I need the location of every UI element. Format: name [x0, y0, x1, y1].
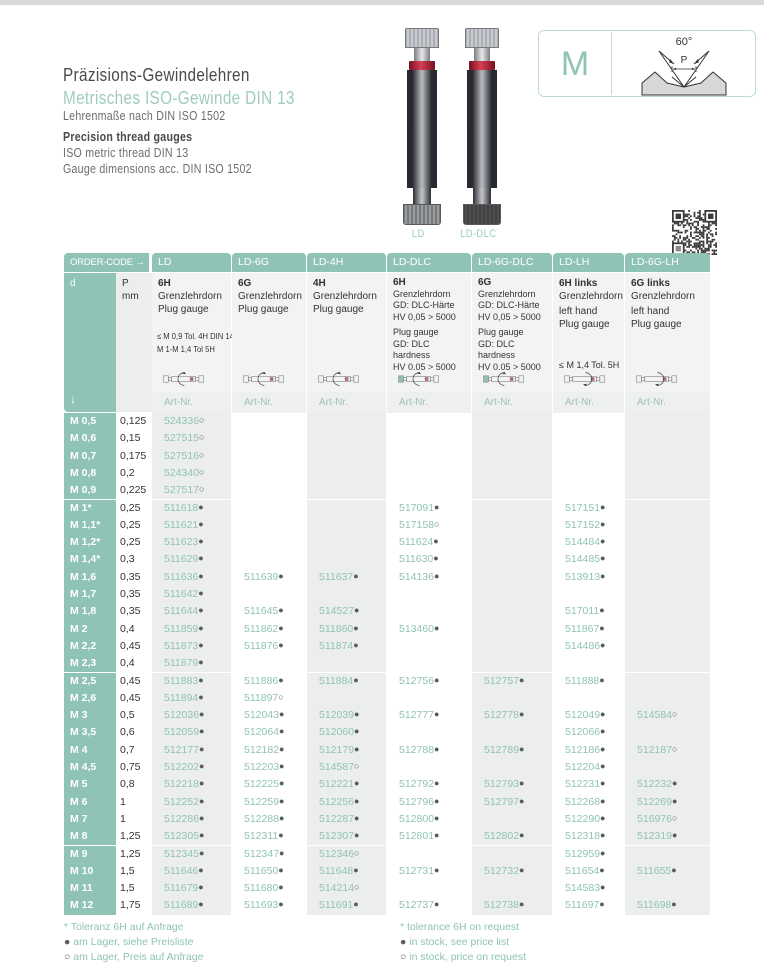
svg-text:P: P — [681, 55, 688, 66]
svg-text:60°: 60° — [676, 36, 693, 48]
